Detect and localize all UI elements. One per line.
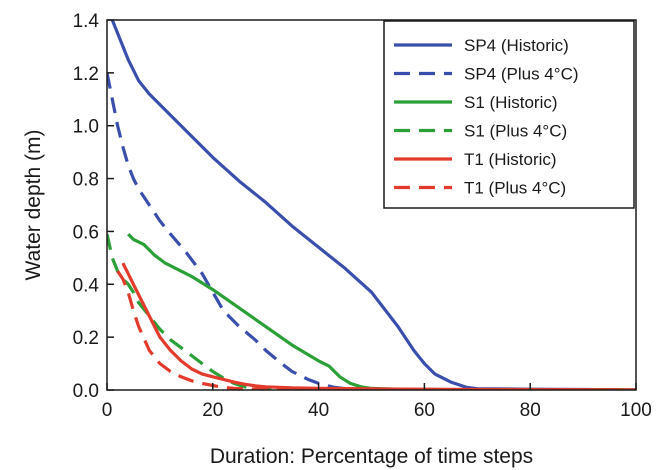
x-tick-label: 100 [620,400,652,421]
x-tick-label: 0 [102,400,113,421]
y-tick-label: 0.6 [73,222,99,243]
x-tick-label: 80 [520,400,541,421]
y-tick-label: 1.2 [73,64,99,85]
legend-label: S1 (Plus 4°C) [464,122,567,141]
y-axis-label: Water depth (m) [22,130,45,281]
y-axis-ticks: 0.0 0.2 0.4 0.6 0.8 1.0 1.2 1.4 [73,11,114,402]
legend-label: T1 (Historic) [464,150,557,169]
legend-label: SP4 (Historic) [464,36,569,55]
y-tick-label: 0.4 [73,275,100,296]
x-tick-label: 60 [414,400,435,421]
plot-frame [106,19,637,391]
y-tick-label: 0.0 [73,381,99,402]
legend-label: T1 (Plus 4°C) [464,179,566,198]
legend-label: SP4 (Plus 4°C) [464,65,579,84]
y-tick-label: 1.4 [73,11,100,32]
x-tick-label: 40 [308,400,329,421]
x-axis-ticks: 0 20 40 60 80 100 [102,383,652,421]
x-axis-label: Duration: Percentage of time steps [210,445,533,468]
y-tick-label: 0.2 [73,328,99,349]
x-tick-label: 20 [202,400,223,421]
series-line-2 [127,232,636,390]
plot-area: 0 20 40 60 80 100 0.0 0.2 0.4 0.6 0.8 1.0 1.2 1.4 [73,11,652,421]
series-line-0 [110,19,636,390]
legend: SP4 (Historic) SP4 (Plus 4°C) S1 (Historic… [383,20,635,209]
y-tick-label: 0.8 [73,170,99,191]
y-tick-label: 1.0 [73,117,99,138]
legend-label: S1 (Historic) [464,93,558,112]
legend-box [383,20,635,209]
